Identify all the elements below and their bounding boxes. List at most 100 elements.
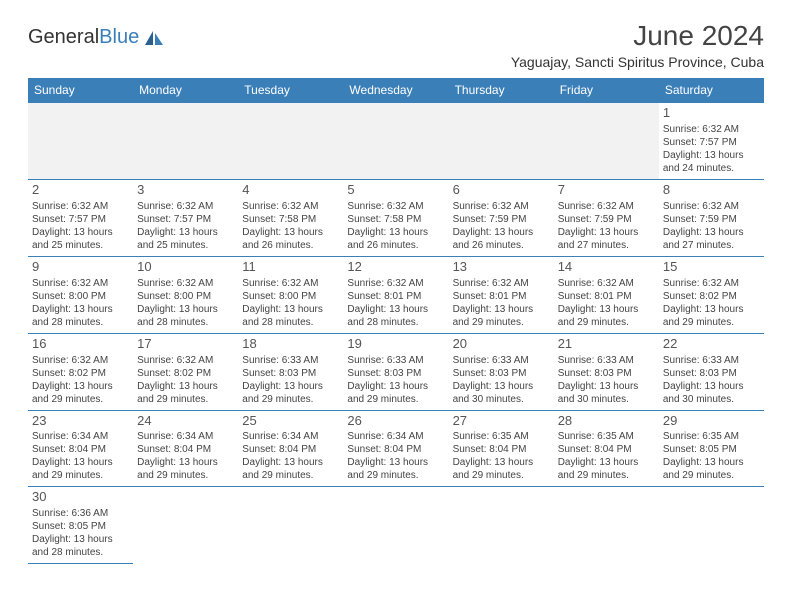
calendar-cell: 30Sunrise: 6:36 AMSunset: 8:05 PMDayligh… [28, 487, 133, 564]
day-number: 25 [242, 413, 339, 430]
daylight-text: Daylight: 13 hours and 26 minutes. [347, 226, 444, 252]
day-number: 10 [137, 259, 234, 276]
day-header: Saturday [659, 78, 764, 103]
month-title: June 2024 [511, 20, 764, 52]
calendar-row: 23Sunrise: 6:34 AMSunset: 8:04 PMDayligh… [28, 410, 764, 487]
daylight-text: Daylight: 13 hours and 28 minutes. [32, 303, 129, 329]
sunset-text: Sunset: 7:59 PM [558, 213, 655, 226]
location: Yaguajay, Sancti Spiritus Province, Cuba [511, 54, 764, 70]
day-number: 9 [32, 259, 129, 276]
calendar-row: 9Sunrise: 6:32 AMSunset: 8:00 PMDaylight… [28, 256, 764, 333]
sunset-text: Sunset: 7:58 PM [347, 213, 444, 226]
daylight-text: Daylight: 13 hours and 28 minutes. [347, 303, 444, 329]
logo: GeneralBlue [28, 26, 165, 49]
day-number: 23 [32, 413, 129, 430]
day-header: Thursday [449, 78, 554, 103]
calendar-cell: 11Sunrise: 6:32 AMSunset: 8:00 PMDayligh… [238, 256, 343, 333]
calendar-cell: 17Sunrise: 6:32 AMSunset: 8:02 PMDayligh… [133, 333, 238, 410]
day-number: 2 [32, 182, 129, 199]
day-number: 6 [453, 182, 550, 199]
day-header: Tuesday [238, 78, 343, 103]
daylight-text: Daylight: 13 hours and 30 minutes. [558, 380, 655, 406]
sunrise-text: Sunrise: 6:35 AM [453, 430, 550, 443]
calendar-cell: 16Sunrise: 6:32 AMSunset: 8:02 PMDayligh… [28, 333, 133, 410]
sunset-text: Sunset: 7:59 PM [453, 213, 550, 226]
day-number: 21 [558, 336, 655, 353]
daylight-text: Daylight: 13 hours and 29 minutes. [32, 456, 129, 482]
calendar-cell [238, 487, 343, 564]
sunrise-text: Sunrise: 6:32 AM [137, 200, 234, 213]
day-number: 12 [347, 259, 444, 276]
calendar-table: SundayMondayTuesdayWednesdayThursdayFrid… [28, 78, 764, 564]
day-number: 16 [32, 336, 129, 353]
day-number: 3 [137, 182, 234, 199]
day-header: Wednesday [343, 78, 448, 103]
calendar-cell: 20Sunrise: 6:33 AMSunset: 8:03 PMDayligh… [449, 333, 554, 410]
calendar-cell [449, 103, 554, 180]
daylight-text: Daylight: 13 hours and 29 minutes. [242, 380, 339, 406]
day-header-row: SundayMondayTuesdayWednesdayThursdayFrid… [28, 78, 764, 103]
sunrise-text: Sunrise: 6:34 AM [32, 430, 129, 443]
sunset-text: Sunset: 7:57 PM [32, 213, 129, 226]
sunrise-text: Sunrise: 6:35 AM [558, 430, 655, 443]
calendar-cell [133, 103, 238, 180]
sunset-text: Sunset: 8:03 PM [663, 367, 760, 380]
calendar-cell: 8Sunrise: 6:32 AMSunset: 7:59 PMDaylight… [659, 179, 764, 256]
calendar-cell: 21Sunrise: 6:33 AMSunset: 8:03 PMDayligh… [554, 333, 659, 410]
calendar-row: 2 Sunrise: 6:32 AM Sunset: 7:57 PM Daylight… [28, 179, 764, 256]
calendar-head: SundayMondayTuesdayWednesdayThursdayFrid… [28, 78, 764, 103]
calendar-cell: 27Sunrise: 6:35 AMSunset: 8:04 PMDayligh… [449, 410, 554, 487]
calendar-cell: 28Sunrise: 6:35 AMSunset: 8:04 PMDayligh… [554, 410, 659, 487]
day-number: 24 [137, 413, 234, 430]
sunset-text: Sunset: 7:58 PM [242, 213, 339, 226]
sunset-text: Sunset: 8:00 PM [242, 290, 339, 303]
day-number: 28 [558, 413, 655, 430]
day-number: 20 [453, 336, 550, 353]
sunset-text: Sunset: 8:02 PM [32, 367, 129, 380]
sunrise-text: Sunrise: 6:32 AM [347, 200, 444, 213]
sunrise-text: Sunrise: 6:32 AM [663, 200, 760, 213]
day-number: 14 [558, 259, 655, 276]
sunset-text: Sunset: 8:02 PM [663, 290, 760, 303]
calendar-cell [28, 103, 133, 180]
calendar-row: 30Sunrise: 6:36 AMSunset: 8:05 PMDayligh… [28, 487, 764, 564]
daylight-text: Daylight: 13 hours and 29 minutes. [347, 456, 444, 482]
calendar-cell: 5Sunrise: 6:32 AMSunset: 7:58 PMDaylight… [343, 179, 448, 256]
sunrise-text: Sunrise: 6:33 AM [242, 354, 339, 367]
calendar-cell: 15Sunrise: 6:32 AMSunset: 8:02 PMDayligh… [659, 256, 764, 333]
sunset-text: Sunset: 8:03 PM [347, 367, 444, 380]
calendar-cell [554, 103, 659, 180]
logo-text: GeneralBlue [28, 26, 139, 49]
sunrise-text: Sunrise: 6:32 AM [137, 354, 234, 367]
calendar-cell: 6Sunrise: 6:32 AMSunset: 7:59 PMDaylight… [449, 179, 554, 256]
sunrise-text: Sunrise: 6:34 AM [137, 430, 234, 443]
daylight-text: Daylight: 13 hours and 26 minutes. [242, 226, 339, 252]
sunrise-text: Sunrise: 6:34 AM [347, 430, 444, 443]
logo-name-2: Blue [99, 26, 139, 48]
sunset-text: Sunset: 8:05 PM [32, 520, 129, 533]
calendar-cell: 18Sunrise: 6:33 AMSunset: 8:03 PMDayligh… [238, 333, 343, 410]
calendar-cell [133, 487, 238, 564]
day-number: 4 [242, 182, 339, 199]
sunrise-text: Sunrise: 6:32 AM [558, 277, 655, 290]
sunset-text: Sunset: 8:04 PM [32, 443, 129, 456]
daylight-text: Daylight: 13 hours and 29 minutes. [347, 380, 444, 406]
daylight-text: Daylight: 13 hours and 29 minutes. [137, 380, 234, 406]
calendar-cell: 24Sunrise: 6:34 AMSunset: 8:04 PMDayligh… [133, 410, 238, 487]
sunrise-text: Sunrise: 6:32 AM [32, 277, 129, 290]
daylight-text: Daylight: 13 hours and 29 minutes. [558, 303, 655, 329]
day-header: Friday [554, 78, 659, 103]
day-number: 26 [347, 413, 444, 430]
day-number: 19 [347, 336, 444, 353]
sunrise-text: Sunrise: 6:32 AM [347, 277, 444, 290]
calendar-page: GeneralBlue June 2024 Yaguajay, Sancti S… [0, 0, 792, 584]
daylight-text: Daylight: 13 hours and 27 minutes. [663, 226, 760, 252]
calendar-cell: 7Sunrise: 6:32 AMSunset: 7:59 PMDaylight… [554, 179, 659, 256]
calendar-body: 1Sunrise: 6:32 AMSunset: 7:57 PMDaylight… [28, 103, 764, 564]
calendar-cell [238, 103, 343, 180]
daylight-text: Daylight: 13 hours and 29 minutes. [32, 380, 129, 406]
sunrise-text: Sunrise: 6:32 AM [558, 200, 655, 213]
sunset-text: Sunset: 8:03 PM [453, 367, 550, 380]
daylight-text: Daylight: 13 hours and 28 minutes. [137, 303, 234, 329]
calendar-cell [554, 487, 659, 564]
